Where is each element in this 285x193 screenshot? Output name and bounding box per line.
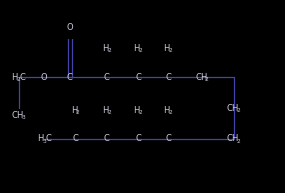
Text: H: H [231,104,238,113]
Text: 2: 2 [237,108,240,113]
Text: C: C [73,135,78,143]
Text: C: C [227,135,233,143]
Text: H: H [133,44,140,53]
Text: C: C [45,135,51,143]
Text: H: H [16,111,23,120]
Text: H: H [133,106,140,114]
Text: C: C [135,135,141,143]
Text: H: H [163,44,170,53]
Text: 2: 2 [17,77,21,82]
Text: O: O [66,24,73,32]
Text: C: C [196,73,201,82]
Text: 2: 2 [107,48,111,53]
Text: 2: 2 [205,77,209,82]
Text: C: C [67,73,73,82]
Text: H: H [102,44,109,53]
Text: C: C [227,104,233,113]
Text: 3: 3 [21,115,25,120]
Text: 2: 2 [76,110,80,115]
Text: H: H [37,135,44,143]
Text: H: H [163,106,170,114]
Text: 2: 2 [168,110,172,115]
Text: C: C [165,135,171,143]
Text: 2: 2 [237,139,240,144]
Text: H: H [11,73,18,82]
Text: 2: 2 [168,48,172,53]
Text: H: H [231,135,238,143]
Text: C: C [165,73,171,82]
Text: C: C [104,73,110,82]
Text: 2: 2 [139,110,142,115]
Text: H: H [102,106,109,114]
Text: H: H [71,106,77,114]
Text: O: O [41,73,48,82]
Text: 2: 2 [139,48,142,53]
Text: H: H [200,73,206,82]
Text: 2: 2 [107,110,111,115]
Text: C: C [104,135,110,143]
Text: C: C [19,73,25,82]
Text: 3: 3 [42,139,46,144]
Text: C: C [135,73,141,82]
Text: C: C [12,111,18,120]
